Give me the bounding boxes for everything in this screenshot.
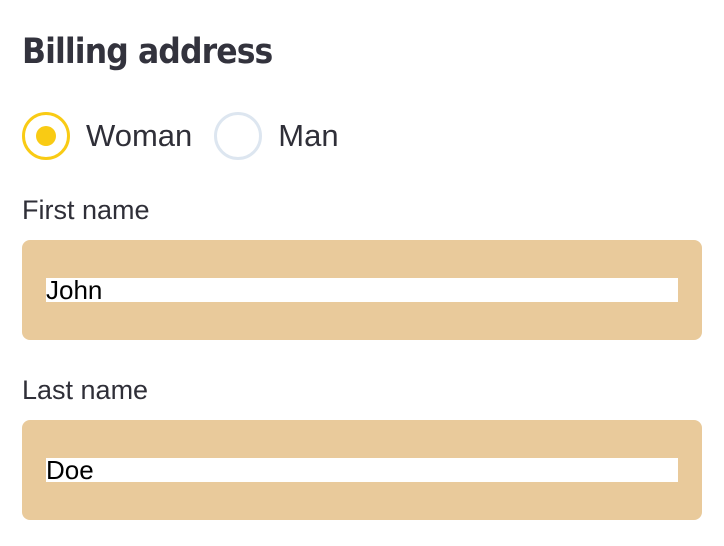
- first-name-field[interactable]: [22, 240, 702, 340]
- last-name-input[interactable]: [46, 458, 678, 482]
- last-name-field[interactable]: [22, 420, 702, 520]
- radio-label-man[interactable]: Man: [278, 118, 339, 153]
- first-name-label: First name: [22, 195, 150, 225]
- radio-button-man[interactable]: [214, 112, 263, 160]
- radio-label-woman[interactable]: Woman: [86, 118, 193, 153]
- gender-radio-group: Woman Man: [22, 112, 339, 160]
- radio-button-woman[interactable]: [22, 112, 70, 160]
- radio-option-woman[interactable]: Woman: [22, 112, 192, 160]
- form-title: Billing address: [22, 32, 273, 72]
- radio-option-man[interactable]: Man: [214, 112, 339, 160]
- radio-selected-dot: [36, 126, 56, 146]
- last-name-label: Last name: [22, 375, 149, 405]
- first-name-input[interactable]: [46, 278, 678, 302]
